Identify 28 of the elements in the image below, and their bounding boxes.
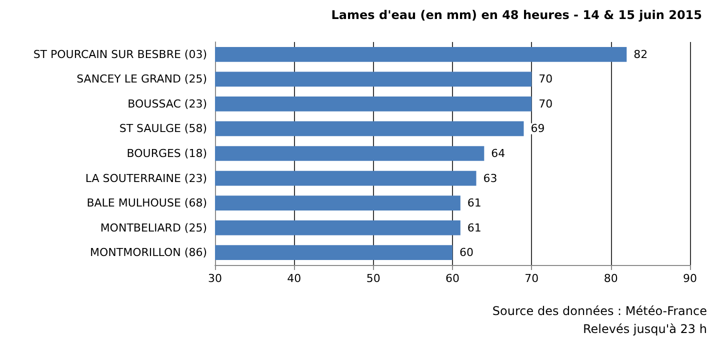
data-label: 64 [491, 147, 506, 160]
y-tick-label: BOUSSAC (23) [128, 97, 207, 110]
data-label: 61 [467, 221, 482, 234]
y-tick-label: ST POURCAIN SUR BESBRE (03) [33, 48, 207, 61]
x-tick-label: 60 [446, 272, 460, 285]
data-label: 70 [538, 72, 553, 86]
y-tick-label: BALE MULHOUSE (68) [86, 196, 207, 210]
x-tick-label: 80 [604, 272, 618, 285]
y-tick-label: BOURGES (18) [126, 147, 207, 160]
y-tick-label: MONTMORILLON (86) [90, 246, 207, 260]
y-tick-label: ST SAULGE (58) [119, 122, 207, 136]
y-tick-label: SANCEY LE GRAND (25) [76, 72, 207, 86]
data-label: 60 [460, 246, 474, 260]
chart-title: Lames d'eau (en mm) en 48 heures - 14 & 15 juin 2015 [331, 8, 702, 22]
x-tick-label: 30 [208, 272, 222, 285]
data-label: 70 [538, 97, 553, 110]
y-tick-label: LA SOUTERRAINE (23) [85, 172, 207, 185]
x-tick-label: 50 [366, 272, 380, 285]
text: Relevés jusqu'à 23 h [582, 322, 707, 336]
x-tick-label: 40 [287, 272, 302, 285]
x-tick-label: 90 [683, 272, 697, 285]
data-label: 82 [634, 48, 648, 61]
data-label: 63 [483, 172, 498, 185]
data-label: 69 [530, 122, 545, 136]
x-tick-label: 70 [524, 272, 539, 285]
data-label: 61 [467, 196, 482, 210]
source-note: Source des données : Météo-France [492, 304, 707, 318]
y-tick-label: MONTBELIARD (25) [100, 221, 207, 234]
